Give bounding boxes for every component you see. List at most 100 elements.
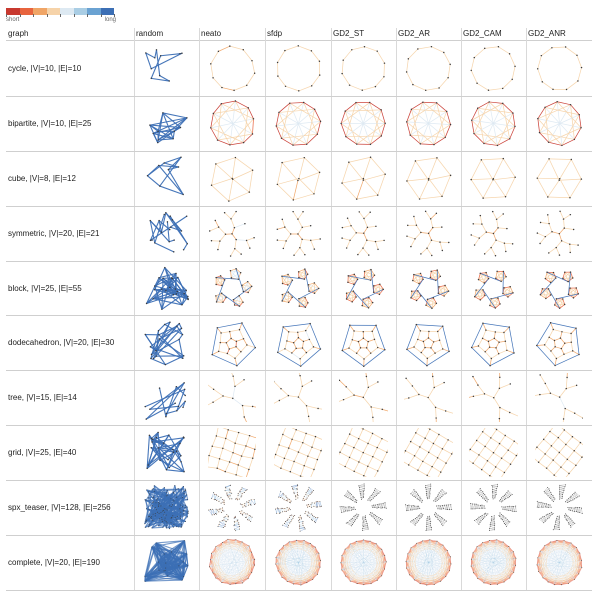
edge bbox=[482, 322, 487, 330]
edge bbox=[349, 520, 354, 524]
edge bbox=[298, 268, 305, 278]
node bbox=[430, 45, 433, 48]
node bbox=[345, 522, 347, 524]
edge bbox=[536, 344, 555, 366]
edge bbox=[436, 269, 441, 277]
edge bbox=[158, 272, 177, 278]
edge bbox=[363, 288, 384, 300]
edge bbox=[438, 286, 445, 296]
node bbox=[496, 486, 498, 487]
node bbox=[281, 511, 283, 513]
edge bbox=[210, 494, 215, 499]
node bbox=[578, 113, 580, 116]
node bbox=[565, 88, 567, 91]
edge bbox=[366, 347, 372, 353]
node bbox=[437, 330, 439, 332]
node bbox=[298, 304, 300, 307]
edge bbox=[426, 239, 432, 249]
edge bbox=[237, 456, 242, 466]
node bbox=[167, 459, 169, 461]
node bbox=[404, 450, 407, 452]
node bbox=[235, 364, 238, 366]
node bbox=[212, 112, 214, 115]
node bbox=[229, 489, 231, 491]
edge bbox=[149, 124, 181, 128]
node bbox=[181, 525, 183, 527]
edge bbox=[297, 271, 305, 279]
edge bbox=[245, 502, 247, 507]
edge bbox=[303, 456, 308, 467]
legend-tick bbox=[87, 14, 88, 17]
edge bbox=[144, 509, 157, 528]
edge bbox=[238, 329, 244, 339]
edge bbox=[159, 75, 170, 82]
edge bbox=[435, 497, 438, 501]
edge bbox=[364, 274, 375, 278]
edge bbox=[218, 501, 221, 504]
node bbox=[158, 333, 160, 336]
node bbox=[299, 475, 301, 478]
edge bbox=[298, 287, 319, 299]
edge bbox=[219, 332, 222, 343]
edge bbox=[304, 322, 311, 331]
edge bbox=[281, 279, 293, 301]
node bbox=[415, 432, 417, 434]
edge bbox=[308, 338, 314, 347]
edge bbox=[493, 176, 516, 180]
edge bbox=[554, 345, 561, 349]
edge bbox=[544, 503, 546, 508]
node bbox=[505, 275, 507, 278]
node bbox=[170, 498, 172, 500]
edge bbox=[382, 409, 388, 412]
edge bbox=[237, 495, 240, 500]
edge bbox=[347, 273, 355, 283]
edge bbox=[339, 443, 346, 453]
edge bbox=[416, 323, 421, 331]
node bbox=[482, 519, 484, 521]
edge bbox=[209, 509, 212, 516]
edge bbox=[299, 351, 307, 359]
edge bbox=[495, 466, 505, 474]
node bbox=[441, 523, 443, 525]
node bbox=[176, 516, 178, 517]
edge bbox=[415, 157, 438, 162]
edge bbox=[228, 452, 233, 463]
node bbox=[362, 528, 364, 530]
node bbox=[224, 296, 227, 298]
node bbox=[175, 272, 177, 274]
node bbox=[501, 497, 503, 499]
edge bbox=[427, 290, 449, 300]
edge bbox=[430, 269, 438, 278]
node bbox=[477, 344, 480, 347]
node bbox=[568, 517, 570, 519]
node bbox=[363, 45, 366, 48]
edge bbox=[426, 488, 431, 490]
node bbox=[499, 407, 501, 409]
edge bbox=[496, 270, 502, 282]
node bbox=[359, 491, 361, 493]
edge bbox=[375, 517, 380, 521]
edge bbox=[246, 515, 249, 520]
node bbox=[429, 493, 431, 495]
edge bbox=[490, 523, 495, 525]
node bbox=[305, 405, 307, 407]
edge bbox=[223, 517, 228, 521]
node bbox=[490, 357, 493, 359]
edge bbox=[298, 302, 308, 307]
edge bbox=[426, 489, 431, 491]
node bbox=[477, 518, 479, 520]
edge bbox=[370, 109, 382, 145]
node bbox=[483, 393, 486, 395]
edge bbox=[573, 493, 578, 498]
node bbox=[170, 226, 172, 228]
node bbox=[578, 495, 580, 497]
node bbox=[341, 349, 344, 351]
node bbox=[429, 515, 430, 517]
node bbox=[244, 506, 246, 508]
layout-dodecahedron-gd2_st bbox=[341, 324, 386, 367]
edge bbox=[554, 298, 563, 305]
edge bbox=[371, 513, 373, 517]
edge bbox=[410, 433, 417, 443]
node bbox=[287, 395, 289, 397]
node bbox=[550, 445, 552, 447]
